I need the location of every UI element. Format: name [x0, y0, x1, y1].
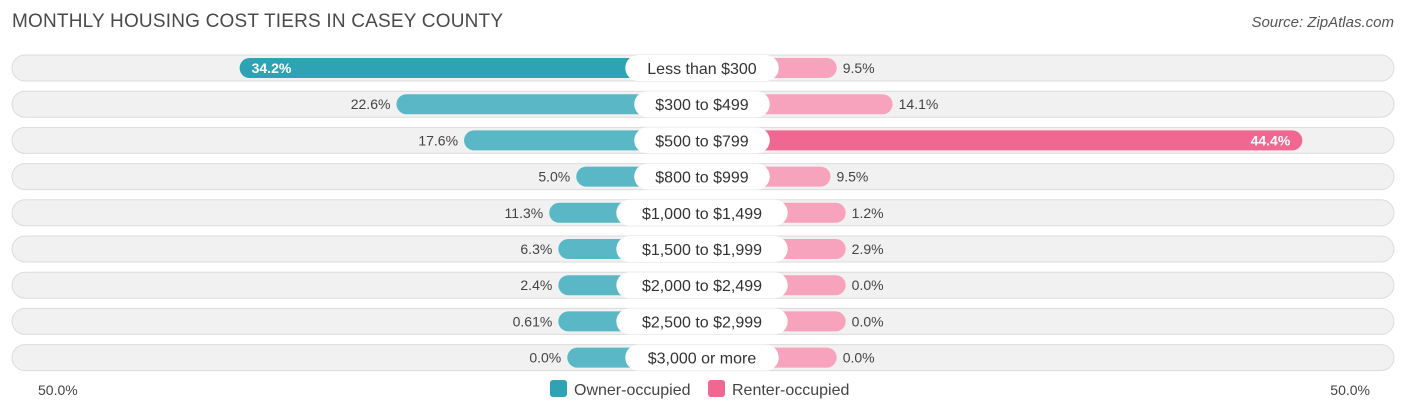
- chart-row: Less than $300 34.2% 9.5%: [11, 54, 1395, 82]
- category-label: $2,500 to $2,999: [642, 314, 762, 331]
- category-label-background: [634, 91, 770, 118]
- category-label-background: [616, 236, 788, 262]
- chart-row: $300 to $499 22.6% 14.1%: [11, 90, 1395, 118]
- legend-label-owner: Owner-occupied: [574, 382, 691, 399]
- category-label-background: [634, 127, 770, 154]
- owner-value-label: 11.3%: [505, 205, 544, 221]
- legend-label-renter: Renter-occupied: [732, 382, 849, 399]
- renter-value-label: 0.0%: [843, 350, 875, 366]
- renter-value-label: 9.5%: [836, 169, 868, 185]
- category-label-background: [616, 308, 788, 335]
- chart-row: $800 to $999 5.0% 9.5%: [11, 163, 1395, 191]
- renter-value-label: 44.4%: [1251, 132, 1291, 148]
- category-label: $800 to $999: [655, 170, 749, 187]
- owner-occupied-bar: [239, 58, 702, 78]
- category-label: $1,000 to $1,499: [642, 206, 762, 223]
- category-label: Less than $300: [647, 61, 757, 78]
- renter-value-label: 1.2%: [852, 205, 884, 221]
- owner-value-label: 22.6%: [351, 96, 391, 112]
- owner-value-label: 0.0%: [529, 350, 561, 366]
- owner-value-label: 2.4%: [520, 277, 552, 293]
- axis-max-label: 50.0%: [1330, 382, 1370, 398]
- chart-row: $2,000 to $2,499 2.4% 0.0%: [11, 271, 1395, 299]
- category-label-background: [616, 272, 788, 299]
- category-label: $2,000 to $2,499: [642, 278, 762, 295]
- owner-value-label: 17.6%: [418, 132, 458, 148]
- chart-row: $1,500 to $1,999 6.3% 2.9%: [11, 235, 1395, 263]
- renter-occupied-bar: [702, 130, 1303, 151]
- chart-title: MONTHLY HOUSING COST TIERS IN CASEY COUN…: [12, 11, 504, 32]
- chart-row: $1,000 to $1,499 11.3% 1.2%: [11, 199, 1395, 227]
- owner-occupied-bar: [396, 94, 702, 115]
- category-label-background: [625, 344, 779, 371]
- owner-value-label: 0.61%: [513, 313, 553, 329]
- category-label-background: [625, 55, 779, 81]
- chart-row: $500 to $799 17.6% 44.4%: [11, 126, 1395, 154]
- source-note: Source: ZipAtlas.com: [1251, 14, 1394, 31]
- category-label: $300 to $499: [655, 97, 749, 114]
- category-label-background: [634, 163, 770, 190]
- category-label-background: [616, 199, 788, 226]
- renter-value-label: 2.9%: [852, 241, 884, 257]
- chart-row: $2,500 to $2,999 0.61% 0.0%: [11, 307, 1395, 335]
- renter-value-label: 0.0%: [852, 313, 884, 329]
- category-label: $500 to $799: [655, 133, 749, 150]
- chart-row: $3,000 or more 0.0% 0.0%: [11, 344, 1395, 372]
- legend-swatch-owner: [550, 380, 567, 397]
- legend: Owner-occupied Renter-occupied: [550, 380, 849, 399]
- renter-value-label: 14.1%: [899, 96, 939, 112]
- axis-min-label: 50.0%: [38, 382, 78, 398]
- owner-value-label: 5.0%: [538, 169, 570, 185]
- renter-value-label: 9.5%: [843, 60, 875, 76]
- owner-value-label: 34.2%: [252, 60, 292, 76]
- legend-swatch-renter: [708, 380, 725, 397]
- category-label: $1,500 to $1,999: [642, 242, 762, 259]
- owner-value-label: 6.3%: [520, 241, 552, 257]
- category-label: $3,000 or more: [648, 351, 757, 368]
- renter-value-label: 0.0%: [852, 277, 884, 293]
